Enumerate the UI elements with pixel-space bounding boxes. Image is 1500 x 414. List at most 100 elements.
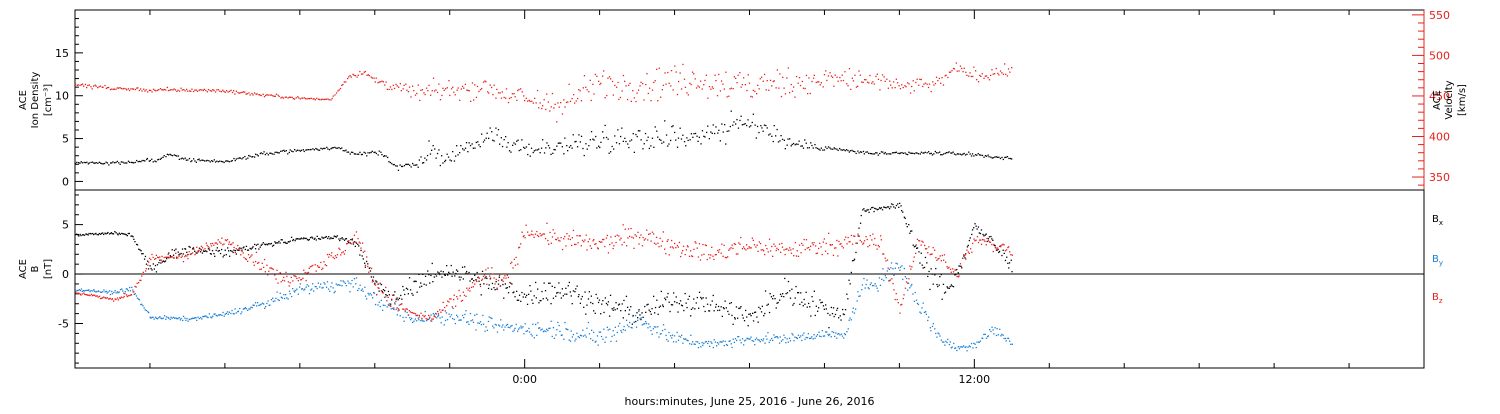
velocity-point	[583, 75, 586, 77]
bx-point	[298, 238, 300, 240]
bz-point	[170, 256, 172, 259]
bz-point	[858, 235, 860, 237]
density-point	[586, 148, 588, 150]
density-point	[603, 137, 605, 139]
bx-point	[840, 319, 842, 321]
by-point	[920, 312, 922, 314]
density-point	[1008, 157, 1010, 160]
density-point	[276, 151, 278, 153]
bx-point	[584, 291, 586, 293]
bx-point	[329, 238, 331, 240]
bx-point	[849, 283, 851, 285]
by-point	[539, 327, 541, 329]
bx-point	[587, 298, 590, 300]
bz-point	[188, 251, 190, 253]
by-point	[476, 313, 478, 315]
density-tick-label: 15	[55, 47, 69, 60]
bx-point	[955, 273, 957, 276]
density-point	[321, 148, 323, 150]
density-point	[335, 147, 337, 149]
density-point	[937, 152, 939, 154]
bz-point	[546, 222, 548, 224]
velocity-point	[495, 97, 497, 99]
bx-point	[784, 277, 786, 280]
by-point	[858, 295, 860, 297]
by-point	[721, 341, 723, 343]
by-point	[477, 322, 479, 324]
velocity-point	[475, 96, 478, 98]
bz-point	[931, 253, 933, 255]
bx-point	[102, 232, 104, 234]
legend-bx: Bx	[1432, 214, 1443, 227]
by-point	[536, 334, 538, 336]
bx-point	[338, 238, 340, 240]
bz-point	[460, 300, 463, 302]
density-point	[90, 161, 92, 164]
by-point	[807, 333, 809, 335]
bx-point	[734, 317, 736, 319]
bx-point	[665, 299, 667, 301]
density-point	[264, 153, 266, 156]
velocity-point	[328, 99, 330, 101]
velocity-point	[610, 78, 612, 80]
by-point	[218, 314, 221, 316]
by-point	[129, 286, 131, 289]
bz-point	[413, 312, 415, 314]
density-point	[756, 125, 759, 128]
bz-point	[111, 298, 113, 301]
density-point	[951, 152, 953, 154]
bx-point	[794, 297, 796, 299]
by-point	[537, 322, 539, 324]
bz-point	[660, 245, 662, 247]
density-point	[741, 124, 743, 126]
density-point	[88, 162, 90, 164]
density-point	[257, 155, 259, 157]
density-point	[401, 165, 404, 168]
bz-point	[512, 267, 514, 269]
velocity-point	[252, 94, 254, 96]
by-point	[501, 326, 503, 328]
by-point	[1001, 333, 1003, 336]
bz-point	[805, 239, 808, 241]
by-point	[946, 341, 948, 344]
bx-point	[883, 206, 885, 208]
velocity-point	[474, 84, 476, 86]
by-point	[85, 289, 87, 292]
bx-point	[274, 241, 276, 243]
velocity-point	[538, 107, 540, 109]
bz-point	[863, 242, 865, 244]
bx-point	[609, 315, 611, 317]
velocity-point	[473, 99, 475, 101]
bx-point	[429, 282, 431, 284]
density-point	[747, 119, 749, 121]
density-point	[909, 152, 911, 154]
velocity-point	[514, 96, 516, 98]
density-point	[604, 124, 606, 127]
velocity-point	[750, 95, 752, 98]
velocity-point	[213, 89, 215, 92]
by-point	[997, 334, 999, 336]
velocity-point	[391, 88, 393, 91]
density-point	[829, 147, 831, 149]
bz-point	[274, 274, 276, 276]
bx-point	[711, 300, 713, 302]
velocity-point	[999, 70, 1002, 72]
bz-point	[551, 236, 554, 238]
density-point	[507, 142, 509, 144]
by-point	[313, 290, 315, 292]
bz-point	[603, 238, 605, 241]
bx-point	[741, 314, 744, 316]
bx-point	[335, 236, 337, 238]
bz-point	[349, 242, 351, 244]
by-point	[314, 285, 316, 288]
velocity-point	[240, 92, 242, 94]
bz-point	[499, 285, 502, 287]
velocity-point	[410, 96, 412, 98]
density-point	[413, 164, 415, 166]
density-point	[488, 137, 490, 139]
velocity-point	[883, 76, 885, 78]
density-point	[305, 149, 307, 151]
velocity-point	[1002, 73, 1005, 75]
velocity-point	[337, 90, 339, 92]
by-point	[334, 290, 336, 293]
